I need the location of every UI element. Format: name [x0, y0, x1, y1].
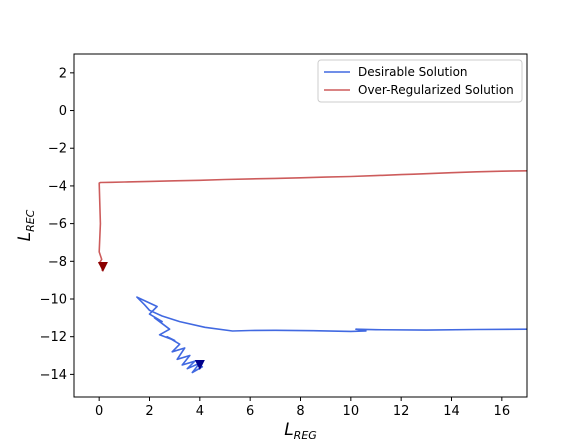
- y-tick-label: −2: [48, 142, 67, 157]
- x-tick-label: 14: [443, 404, 460, 419]
- x-tick-label: 10: [343, 404, 360, 419]
- x-tick-label: 2: [145, 404, 153, 419]
- y-tick-label: 0: [59, 104, 67, 119]
- y-tick-label: −8: [48, 255, 67, 270]
- tick-labels: 0 2 4 6 8 10 12 14 16 2 0 −2 −4 −6 −8 −10 −12 −14: [40, 66, 511, 419]
- x-axis-label: LREG: [284, 420, 317, 442]
- y-tick-label: −14: [40, 368, 67, 383]
- y-tick-label: 2: [59, 66, 67, 81]
- tick-marks: [70, 72, 503, 401]
- x-tick-label: 12: [393, 404, 410, 419]
- end-marker-desirable: [194, 359, 205, 370]
- x-tick-label: 0: [95, 404, 103, 419]
- legend-label-over-regularized: Over-Regularized Solution: [358, 83, 514, 97]
- y-tick-label: −12: [40, 330, 67, 345]
- x-tick-label: 16: [494, 404, 511, 419]
- series-line-desirable: [136, 296, 528, 374]
- plot-frame: [73, 53, 528, 398]
- legend: Desirable Solution Over-Regularized Solu…: [317, 59, 523, 103]
- series-line-over-regularized: [98, 170, 528, 272]
- end-marker-over-regularized: [97, 261, 108, 272]
- y-tick-label: −6: [48, 217, 67, 232]
- x-tick-label: 6: [246, 404, 254, 419]
- legend-label-desirable: Desirable Solution: [358, 65, 468, 79]
- series-lines: [98, 170, 528, 374]
- y-tick-label: −10: [40, 293, 67, 308]
- x-tick-label: 4: [196, 404, 204, 419]
- legend-box: [317, 59, 523, 103]
- series-markers: [97, 261, 205, 370]
- x-tick-label: 8: [296, 404, 304, 419]
- y-axis-label: LREC: [15, 209, 37, 241]
- y-tick-label: −4: [48, 179, 67, 194]
